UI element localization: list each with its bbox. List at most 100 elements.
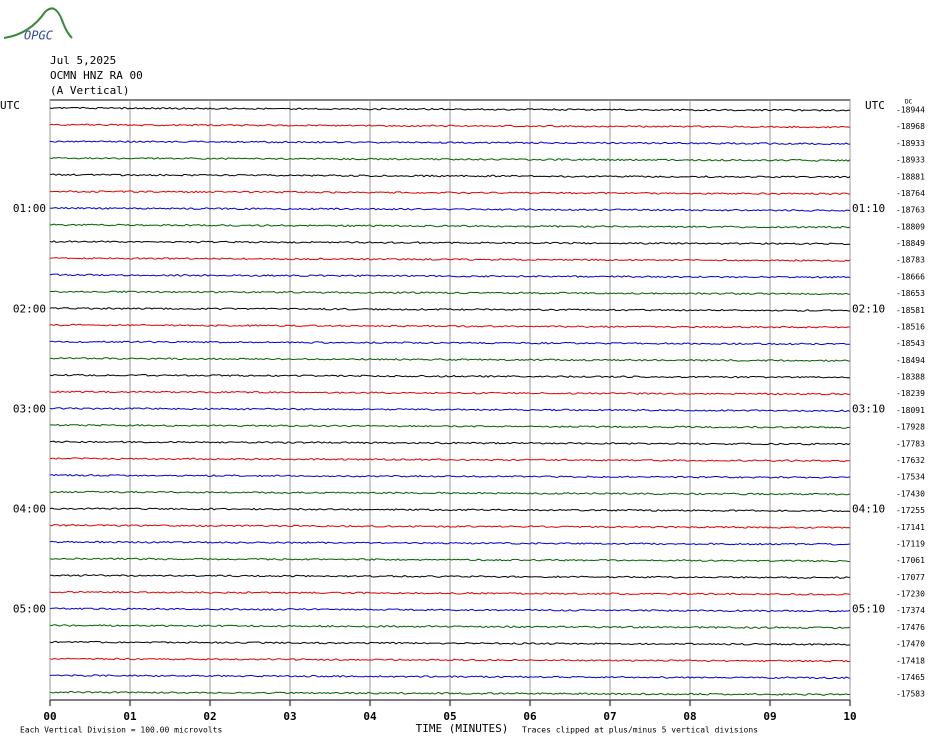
dc-value: -17534	[896, 473, 925, 482]
scale-note: Each Vertical Division = 100.00 microvol…	[20, 726, 222, 735]
trace	[49, 290, 851, 296]
title-line: Jul 5,2025	[50, 54, 116, 67]
trace	[49, 190, 851, 196]
x-tick-label: 05	[443, 710, 456, 723]
dc-value: -17255	[896, 506, 925, 515]
trace	[49, 490, 851, 496]
trace	[49, 123, 851, 129]
right-time-label: 01:10	[852, 202, 885, 215]
x-tick-label: 08	[683, 710, 696, 723]
left-time-label: 05:00	[13, 603, 46, 616]
left-time-label: 04:00	[13, 503, 46, 516]
dc-value: -18543	[896, 339, 925, 348]
trace	[49, 373, 850, 379]
dc-value: -17783	[896, 439, 925, 448]
dc-value: -18764	[896, 189, 925, 198]
x-tick-label: 06	[523, 710, 537, 723]
dc-value: -17632	[896, 456, 925, 465]
right-time-label: 02:10	[852, 302, 885, 315]
dc-value: -17476	[896, 623, 925, 632]
trace	[49, 206, 851, 212]
right-time-label: 03:10	[852, 402, 885, 415]
x-axis-label: TIME (MINUTES)	[416, 722, 509, 735]
trace	[49, 473, 851, 479]
dc-value: -18091	[896, 406, 925, 415]
trace	[49, 407, 851, 413]
trace	[49, 540, 851, 546]
dc-value: -18653	[896, 289, 925, 298]
trace	[49, 507, 851, 513]
dc-value: -18783	[896, 256, 925, 265]
left-time-label: 01:00	[13, 202, 46, 215]
right-time-label: 05:10	[852, 603, 885, 616]
dc-value: -18881	[896, 172, 925, 181]
dc-value: -18849	[896, 239, 925, 248]
trace	[49, 257, 851, 262]
trace	[49, 323, 851, 329]
x-tick-label: 04	[363, 710, 377, 723]
trace	[49, 390, 851, 396]
left-axis-label: UTC	[0, 99, 20, 112]
trace	[49, 624, 851, 629]
x-tick-label: 02	[203, 710, 216, 723]
trace	[49, 440, 851, 446]
left-time-label: 02:00	[13, 302, 46, 315]
x-tick-label: 07	[603, 710, 616, 723]
left-time-label: 03:00	[13, 402, 46, 415]
right-axis-label: UTC	[865, 99, 885, 112]
dc-value: -18809	[896, 222, 925, 231]
trace	[49, 156, 851, 162]
trace	[49, 307, 851, 312]
trace	[50, 574, 851, 580]
dc-value: -17928	[896, 423, 925, 432]
logo-curve	[3, 7, 73, 39]
logo: OPGC	[24, 29, 54, 43]
dc-value: -18968	[896, 122, 925, 131]
dc-value: -18516	[896, 322, 925, 331]
dc-value: -17470	[896, 640, 925, 649]
dc-value: -18239	[896, 389, 925, 398]
dc-value: -17418	[896, 656, 925, 665]
trace	[49, 657, 851, 663]
right-time-label: 04:10	[852, 503, 885, 516]
trace	[49, 140, 851, 146]
dc-value: -18666	[896, 272, 925, 281]
dc-value: -18581	[896, 306, 925, 315]
trace	[49, 590, 851, 596]
dc-value: -17077	[896, 573, 925, 582]
dc-value: -18933	[896, 156, 925, 165]
trace	[49, 273, 851, 279]
dc-value: -18933	[896, 139, 925, 148]
trace	[49, 690, 851, 696]
x-tick-label: 00	[43, 710, 56, 723]
x-tick-label: 03	[283, 710, 296, 723]
trace	[49, 340, 851, 346]
dc-value: -18494	[896, 356, 925, 365]
dc-value: -17374	[896, 606, 925, 615]
dc-value: -18944	[896, 106, 925, 115]
dc-label: DC	[905, 99, 913, 106]
title-line: OCMN HNZ RA 00	[50, 69, 143, 82]
trace	[49, 457, 851, 463]
dc-value: -18388	[896, 373, 925, 382]
trace	[49, 173, 851, 179]
dc-value: -17465	[896, 673, 925, 682]
dc-value: -18763	[896, 206, 925, 215]
x-tick-label: 09	[763, 710, 776, 723]
dc-value: -17141	[896, 523, 925, 532]
trace	[49, 674, 851, 680]
trace	[49, 423, 851, 429]
x-tick-label: 10	[843, 710, 856, 723]
trace	[49, 106, 851, 112]
title-line: (A Vertical)	[50, 84, 129, 97]
trace	[49, 223, 851, 229]
dc-value: -17061	[896, 556, 925, 565]
x-tick-label: 01	[123, 710, 137, 723]
trace	[49, 523, 851, 529]
clip-note: Traces clipped at plus/minus 5 vertical …	[522, 726, 758, 735]
trace	[49, 607, 851, 613]
trace	[49, 240, 851, 246]
dc-value: -17119	[896, 539, 925, 548]
trace	[50, 357, 851, 362]
